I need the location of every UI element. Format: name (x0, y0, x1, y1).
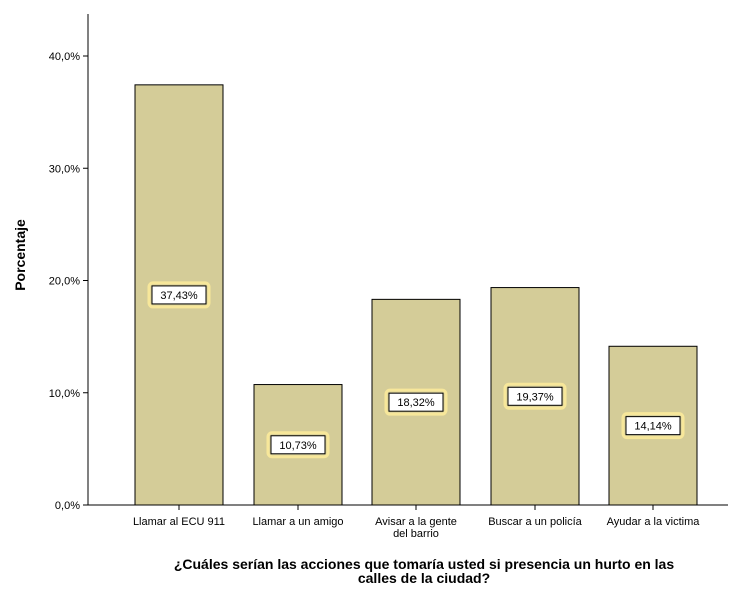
x-axis-title-line-2: calles de la ciudad? (358, 570, 490, 586)
data-label-halo (266, 431, 330, 459)
y-axis: 0,0% 10,0% 20,0% 30,0% 40,0% (49, 14, 89, 512)
x-tick-label: Llamar al ECU 911 (133, 516, 225, 528)
y-tick-label: 0,0% (55, 500, 80, 512)
data-label-halo (384, 388, 448, 416)
x-axis: Llamar al ECU 911 Llamar a un amigo Avisar… (88, 504, 728, 540)
data-label-halo (621, 412, 685, 440)
data-label: 14,14% (634, 421, 672, 433)
data-label-box (507, 386, 563, 406)
data-label-box (151, 285, 207, 305)
data-label-halo (503, 382, 567, 410)
y-axis-title: Porcentaje (12, 219, 28, 291)
x-tick-label: del barrio (393, 528, 439, 540)
data-label-box (625, 416, 681, 436)
x-tick-label: Ayudar a la victima (607, 516, 701, 528)
data-labels: 37,43% 10,73% 18,32% 19,37% 14,14% (147, 281, 685, 459)
data-label: 18,32% (397, 397, 435, 409)
data-label: 37,43% (160, 290, 198, 302)
y-tick-label: 30,0% (49, 163, 80, 175)
data-label: 19,37% (516, 391, 554, 403)
data-label-box (388, 392, 444, 412)
x-axis-title-line-1: ¿Cuáles serían las acciones que tomaría … (174, 556, 675, 572)
bars (134, 84, 698, 506)
x-tick-label: Buscar a un policía (488, 516, 582, 528)
data-label-halo (147, 281, 211, 309)
y-tick-label: 20,0% (49, 276, 80, 288)
y-tick-label: 10,0% (49, 388, 80, 400)
x-tick-label: Llamar a un amigo (252, 516, 343, 528)
data-label-box (270, 435, 326, 455)
data-label: 10,73% (279, 440, 317, 452)
x-tick-label: Avisar a la gente (375, 516, 457, 528)
y-tick-label: 40,0% (49, 51, 80, 63)
